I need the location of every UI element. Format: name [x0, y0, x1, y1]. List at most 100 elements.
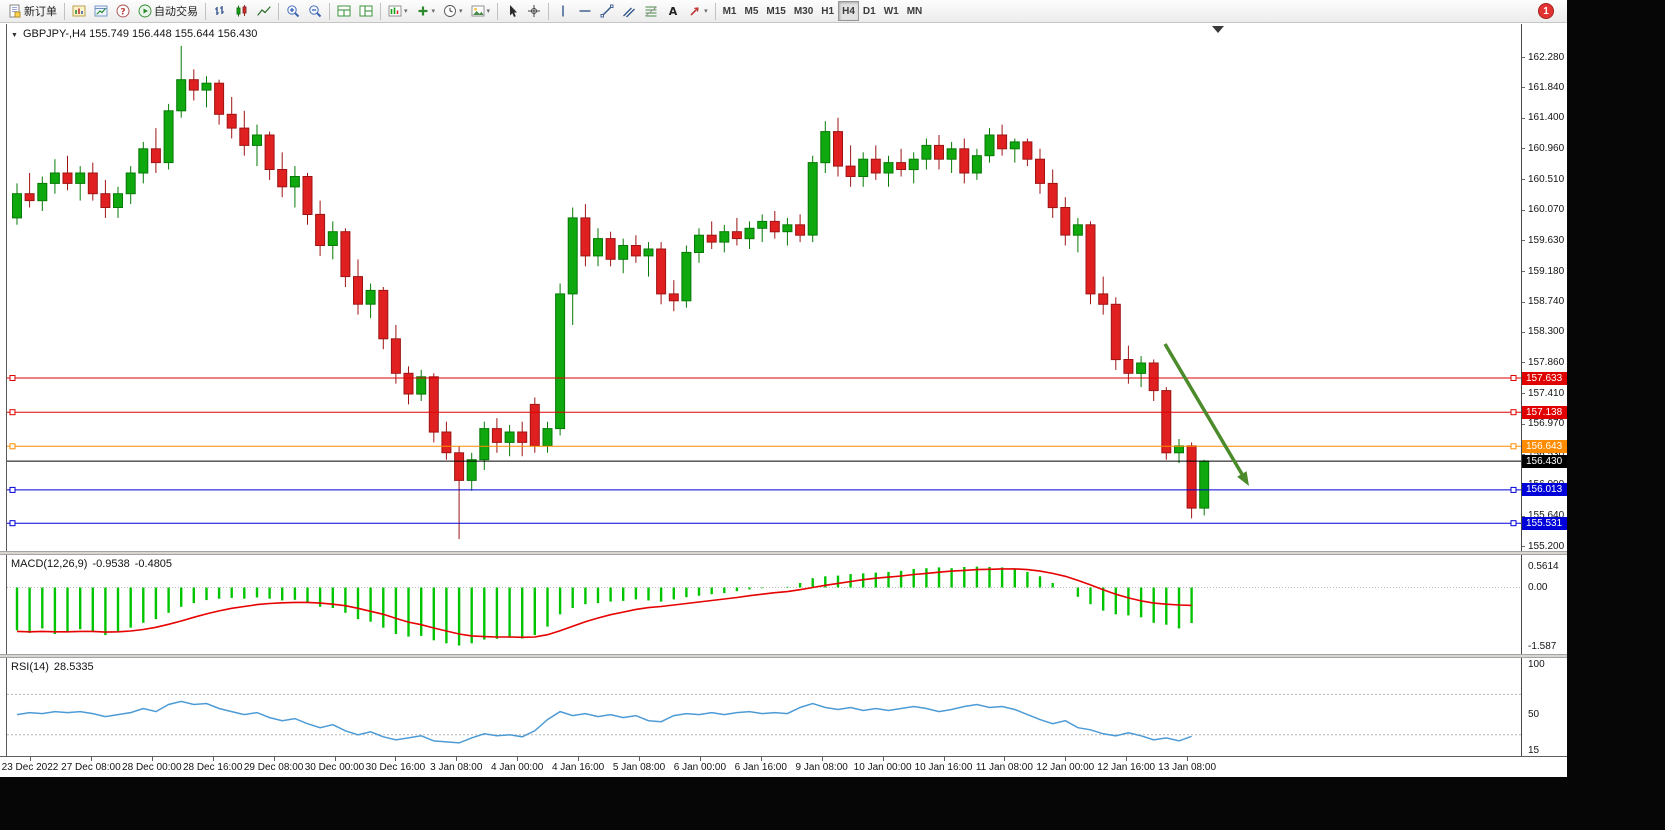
hline-handle[interactable] [9, 375, 16, 381]
hline-handle[interactable] [1510, 486, 1517, 493]
cursor-button[interactable] [501, 1, 523, 21]
bear-candle [150, 148, 161, 164]
main-chart-pane[interactable] [7, 24, 1521, 551]
rsi-value: 28.5335 [53, 661, 94, 673]
chart-shift-marker-icon[interactable] [1212, 26, 1224, 33]
chart-left-border [6, 24, 7, 777]
hline-handle[interactable] [9, 409, 16, 416]
hline-handle[interactable] [1510, 375, 1517, 381]
bear-candle [1110, 303, 1121, 361]
hline-handle[interactable] [9, 520, 16, 527]
vertical-line-button[interactable] [552, 1, 574, 21]
bear-candle [428, 376, 439, 433]
bear-candle [302, 176, 313, 215]
new-chart-button[interactable] [355, 1, 377, 21]
help-icon: ? [116, 4, 130, 18]
bull-candle [694, 234, 704, 253]
candlestick-chart-button[interactable] [231, 1, 253, 21]
text-button[interactable]: A [662, 1, 684, 21]
time-tick-mark [1065, 757, 1067, 761]
hline-handle[interactable] [1510, 520, 1517, 527]
toolbar-separator [205, 2, 206, 20]
crosshair-button[interactable] [523, 1, 545, 21]
add-object-button[interactable]: ▾ [412, 1, 440, 21]
pane-splitter-rsi[interactable] [0, 654, 1567, 658]
bull-candle [1174, 445, 1184, 454]
fibonacci-button[interactable] [640, 1, 662, 21]
rsi-pane[interactable] [7, 658, 1521, 756]
price-tick: 162.280 [1528, 51, 1565, 63]
line-chart-button[interactable] [253, 1, 275, 21]
cursor-icon [510, 5, 518, 17]
hline-handle[interactable] [1510, 409, 1517, 416]
tf-d1[interactable]: D1 [859, 1, 880, 21]
price-line-label-155.531: 155.531 [1522, 516, 1567, 530]
price-tick-mark [1522, 362, 1525, 364]
bull-candle [176, 79, 187, 112]
price-tick-mark [1522, 331, 1525, 333]
fibo-icon [645, 6, 657, 17]
auto-trading-button[interactable]: 自动交易 [134, 1, 202, 21]
bar-chart-button[interactable] [209, 1, 231, 21]
channel-button[interactable] [618, 1, 640, 21]
bull-candle [138, 148, 149, 174]
notification-badge[interactable]: 1 [1538, 3, 1554, 19]
chart-menu-arrow-icon[interactable]: ▼ [11, 32, 18, 39]
price-tick: 159.180 [1528, 265, 1565, 277]
trend-arrow-head[interactable] [1237, 471, 1249, 486]
tf-h4[interactable]: H4 [838, 1, 859, 21]
zoom-in-icon [287, 5, 300, 18]
hline-handle[interactable] [9, 443, 16, 450]
zoom-in-button[interactable] [282, 1, 304, 21]
time-tick-mark [882, 757, 884, 761]
time-tick-mark [212, 757, 214, 761]
price-tick-mark [1522, 546, 1525, 547]
bear-candle [188, 79, 199, 91]
price-tick-mark [1522, 117, 1525, 119]
help-button[interactable]: ? [112, 1, 134, 21]
new-order-button[interactable]: 新订单 [4, 1, 61, 21]
time-label: 4 Jan 00:00 [491, 762, 544, 773]
time-tick-mark [151, 757, 153, 761]
time-axis[interactable]: 23 Dec 2022 27 Dec 08:00 28 Dec 00:00 28 De… [0, 756, 1567, 777]
bear-candle [454, 452, 465, 481]
indicators-button[interactable]: ▾ [384, 1, 412, 21]
tile-windows-button[interactable] [333, 1, 355, 21]
tf-m15[interactable]: M15 [762, 1, 789, 21]
time-label: 28 Dec 16:00 [182, 762, 243, 773]
price-tick-mark [1522, 179, 1525, 181]
tf-m30[interactable]: M30 [790, 1, 817, 21]
tf-mn[interactable]: MN [903, 1, 927, 21]
tf-m5[interactable]: M5 [740, 1, 762, 21]
data-window-button[interactable] [90, 1, 112, 21]
new-order-icon [9, 4, 21, 18]
zoom-out-button[interactable] [304, 1, 326, 21]
tf-h1[interactable]: H1 [817, 1, 838, 21]
tf-w1[interactable]: W1 [880, 1, 903, 21]
trend-arrow-object[interactable] [1163, 343, 1246, 479]
bear-candle [1098, 293, 1109, 305]
period-button[interactable]: ▾ [439, 1, 467, 21]
bear-candle [706, 234, 717, 243]
horizontal-line-button[interactable] [574, 1, 596, 21]
rsi-scale-label: 15 [1528, 744, 1540, 756]
market-watch-button[interactable] [68, 1, 90, 21]
arrow-objects-button[interactable]: ▾ [684, 1, 712, 21]
svg-text:A: A [669, 5, 678, 18]
tf-m1[interactable]: M1 [719, 1, 741, 21]
hline-handle[interactable] [9, 486, 16, 493]
trendline-button[interactable] [596, 1, 618, 21]
bull-candle [567, 217, 578, 295]
price-axis[interactable]: 162.280 161.840 161.400 160.960 160.510 160.0… [1521, 24, 1567, 756]
hline-handle[interactable] [1510, 443, 1517, 450]
bull-candle [782, 224, 793, 233]
bull-candle [113, 193, 123, 208]
bull-candle [883, 162, 894, 174]
macd-pane[interactable] [7, 555, 1521, 654]
pane-splitter-macd[interactable] [0, 551, 1567, 555]
price-line-label-156.430: 156.430 [1522, 454, 1567, 468]
rsi-line [16, 700, 1192, 744]
template-button[interactable]: ▾ [467, 1, 495, 21]
new-order-button-label: 新订单 [24, 6, 57, 18]
bull-candle [908, 158, 919, 171]
